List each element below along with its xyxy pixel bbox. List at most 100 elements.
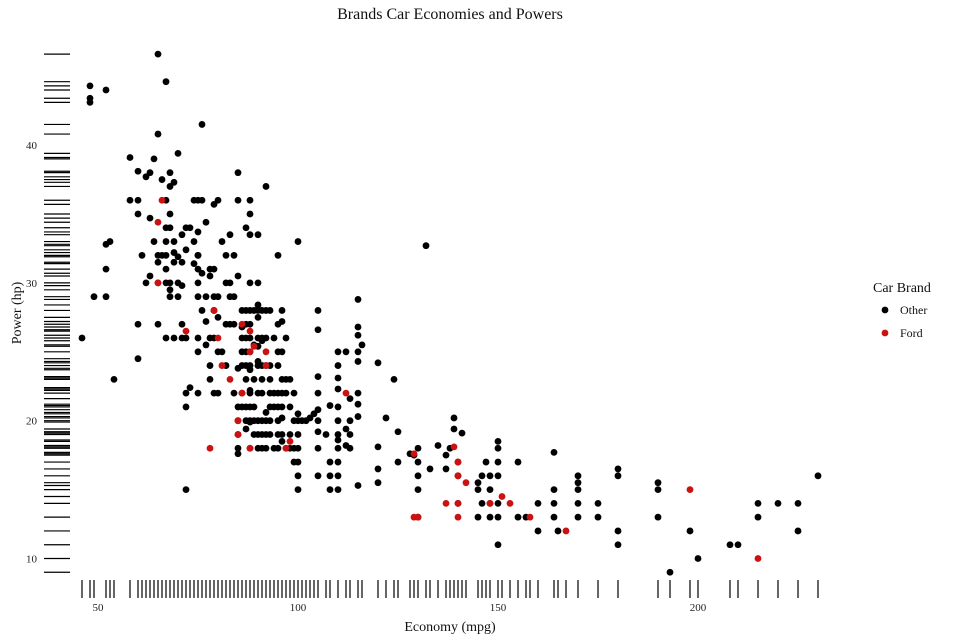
point-other [346, 431, 354, 438]
point-other [654, 486, 662, 493]
point-other [254, 313, 262, 321]
point-other [534, 499, 542, 507]
point-ford [454, 513, 462, 521]
point-ford [754, 555, 762, 562]
point-other [314, 406, 322, 414]
point-ford [262, 348, 270, 356]
point-other [278, 437, 286, 445]
point-other [494, 541, 502, 549]
point-other [126, 154, 134, 161]
point-other [334, 458, 342, 466]
point-other [426, 465, 434, 473]
point-other [178, 258, 186, 266]
point-other [342, 425, 350, 433]
point-other [186, 384, 194, 392]
point-other [158, 176, 166, 183]
point-other [754, 499, 762, 507]
point-other [134, 320, 142, 328]
point-other [150, 238, 158, 245]
point-other [142, 279, 150, 287]
point-other [234, 169, 242, 177]
point-ford [250, 342, 258, 350]
point-other [270, 334, 278, 342]
y-rug [44, 53, 70, 573]
point-other [174, 253, 182, 261]
point-other [334, 348, 342, 356]
point-other [166, 224, 174, 232]
x-axis-ticks: 50 100 150 200 [93, 602, 707, 614]
point-other [574, 479, 582, 487]
point-other [314, 326, 322, 334]
point-ford [414, 513, 422, 521]
point-other [286, 431, 294, 438]
plot-points [78, 50, 822, 576]
point-other [442, 465, 450, 473]
point-other [534, 527, 542, 535]
point-other [278, 307, 286, 314]
point-other [166, 169, 174, 177]
point-other [194, 251, 202, 259]
point-other [494, 437, 502, 445]
point-other [574, 472, 582, 480]
point-ford [210, 307, 218, 314]
point-other [210, 265, 218, 273]
point-other [666, 568, 674, 576]
point-other [414, 472, 422, 480]
point-other [242, 224, 250, 232]
chart-title: Brands Car Economies and Powers [337, 6, 563, 23]
point-other [354, 400, 362, 408]
point-other [494, 444, 502, 452]
point-ford [286, 437, 294, 445]
point-other [226, 279, 234, 287]
point-other [134, 167, 142, 175]
point-other [550, 486, 558, 493]
point-other [266, 375, 274, 383]
point-other [230, 320, 238, 328]
point-other [594, 499, 602, 507]
point-ford [238, 389, 246, 397]
point-ford [454, 458, 462, 466]
point-other [202, 293, 210, 301]
legend: Car Brand Other Ford [873, 281, 931, 340]
point-other [274, 444, 282, 452]
point-other [222, 251, 230, 259]
point-other [474, 479, 482, 487]
point-ford [158, 196, 166, 204]
point-other [294, 444, 302, 452]
point-other [374, 479, 382, 487]
point-other [162, 334, 170, 342]
point-other [726, 541, 734, 549]
point-other [334, 486, 342, 493]
point-other [178, 231, 186, 239]
point-ford [562, 527, 570, 535]
point-other [346, 417, 354, 425]
point-ford [342, 389, 350, 397]
point-other [182, 486, 190, 493]
point-other [226, 231, 234, 239]
point-other [202, 341, 210, 349]
point-other [230, 389, 238, 397]
point-other [218, 348, 226, 356]
point-other [354, 482, 362, 489]
point-other [654, 513, 662, 521]
point-other [334, 385, 342, 393]
point-other [174, 149, 182, 157]
point-other [314, 428, 322, 436]
point-other [494, 499, 502, 507]
point-other [170, 258, 178, 266]
point-other [146, 272, 154, 280]
point-other [290, 389, 298, 397]
point-other [494, 458, 502, 466]
point-other [266, 431, 274, 438]
point-other [574, 513, 582, 521]
point-other [342, 348, 350, 356]
point-other [170, 334, 178, 342]
point-other [102, 265, 110, 273]
legend-marker-ford [881, 329, 889, 337]
point-other [78, 334, 86, 342]
point-other [450, 425, 458, 433]
point-other [162, 251, 170, 259]
point-other [230, 293, 238, 301]
point-other [146, 169, 154, 177]
point-other [234, 272, 242, 280]
